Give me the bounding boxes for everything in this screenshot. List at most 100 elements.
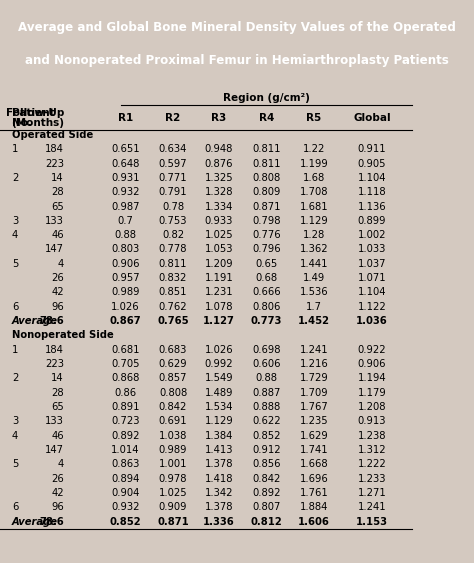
Text: 0.933: 0.933 [205,216,233,226]
Text: 1: 1 [12,144,18,154]
Text: 1.49: 1.49 [303,273,325,283]
Text: 0.622: 0.622 [252,416,281,426]
Text: 0.705: 0.705 [111,359,140,369]
Text: 1.053: 1.053 [205,244,233,254]
Text: 1.741: 1.741 [300,445,328,455]
Text: 0.698: 0.698 [252,345,281,355]
Text: 0.899: 0.899 [358,216,386,226]
Text: 1.362: 1.362 [300,244,328,254]
Text: 0.948: 0.948 [205,144,233,154]
Text: 28: 28 [51,187,64,197]
Text: 1.629: 1.629 [300,431,328,441]
Text: 4: 4 [12,431,18,441]
Text: 0.912: 0.912 [252,445,281,455]
Text: 1.378: 1.378 [205,502,233,512]
Text: 1.534: 1.534 [205,402,233,412]
Text: 1.127: 1.127 [203,316,235,326]
Text: 0.887: 0.887 [252,388,281,397]
Text: 1.413: 1.413 [205,445,233,455]
Text: 65: 65 [51,402,64,412]
Text: Average: Average [12,316,58,326]
Text: 0.811: 0.811 [252,159,281,168]
Text: 1.452: 1.452 [298,316,330,326]
Text: 1.68: 1.68 [303,173,325,183]
Text: 1.241: 1.241 [300,345,328,355]
Text: 1.884: 1.884 [300,502,328,512]
Text: 0.842: 0.842 [252,473,281,484]
Text: 0.978: 0.978 [159,473,187,484]
Text: 1.441: 1.441 [300,259,328,269]
Text: 1.025: 1.025 [159,488,187,498]
Text: 1.071: 1.071 [358,273,386,283]
Text: 1.038: 1.038 [159,431,187,441]
Text: 0.992: 0.992 [205,359,233,369]
Text: 1.179: 1.179 [358,388,386,397]
Text: 1.199: 1.199 [300,159,328,168]
Text: 28: 28 [51,388,64,397]
Text: 4: 4 [58,259,64,269]
Text: 0.806: 0.806 [252,302,281,312]
Text: 1.216: 1.216 [300,359,328,369]
Text: 1.222: 1.222 [358,459,386,469]
Text: 0.803: 0.803 [111,244,140,254]
Text: 1.122: 1.122 [358,302,386,312]
Text: 0.65: 0.65 [255,259,277,269]
Text: 0.852: 0.852 [110,516,141,526]
Text: 0.851: 0.851 [159,288,187,297]
Text: 0.876: 0.876 [205,159,233,168]
Text: 1.235: 1.235 [300,416,328,426]
Text: 0.871: 0.871 [157,516,189,526]
Text: 1.378: 1.378 [205,459,233,469]
Text: 6: 6 [12,502,18,512]
Text: 1.418: 1.418 [205,473,233,484]
Text: 1.709: 1.709 [300,388,328,397]
Text: 0.857: 0.857 [159,373,187,383]
Text: 1.002: 1.002 [358,230,386,240]
Text: 147: 147 [45,445,64,455]
Text: 1.761: 1.761 [300,488,328,498]
Text: 1.153: 1.153 [356,516,388,526]
Text: 0.683: 0.683 [159,345,187,355]
Text: No.: No. [12,118,32,128]
Text: 1.606: 1.606 [298,516,330,526]
Text: Global: Global [353,113,391,123]
Text: 0.811: 0.811 [159,259,187,269]
Text: 184: 184 [45,144,64,154]
Text: 1.536: 1.536 [300,288,328,297]
Text: 14: 14 [51,373,64,383]
Text: 26: 26 [51,273,64,283]
Text: Average: Average [12,516,58,526]
Text: 1.22: 1.22 [302,144,325,154]
Text: 14: 14 [51,173,64,183]
Text: 0.666: 0.666 [252,288,281,297]
Text: 46: 46 [51,431,64,441]
Text: 1.025: 1.025 [205,230,233,240]
Text: 0.651: 0.651 [111,144,140,154]
Text: R3: R3 [211,113,227,123]
Text: 1.104: 1.104 [358,173,386,183]
Text: 1.238: 1.238 [358,431,386,441]
Text: 0.597: 0.597 [159,159,187,168]
Text: 78.6: 78.6 [39,316,64,326]
Text: 0.648: 0.648 [111,159,140,168]
Text: 1.078: 1.078 [205,302,233,312]
Text: 1: 1 [12,345,18,355]
Text: 1.696: 1.696 [300,473,328,484]
Text: 0.852: 0.852 [252,431,281,441]
Text: 0.871: 0.871 [252,202,281,212]
Text: 1.312: 1.312 [358,445,386,455]
Text: 42: 42 [51,288,64,297]
Text: 0.842: 0.842 [159,402,187,412]
Text: 1.328: 1.328 [205,187,233,197]
Text: 0.905: 0.905 [358,159,386,168]
Text: 0.894: 0.894 [111,473,140,484]
Text: 0.812: 0.812 [251,516,282,526]
Text: 2: 2 [12,173,18,183]
Text: 0.911: 0.911 [358,144,386,154]
Text: 1.668: 1.668 [300,459,328,469]
Text: 1.233: 1.233 [358,473,386,484]
Text: 0.906: 0.906 [358,359,386,369]
Text: 0.778: 0.778 [159,244,187,254]
Text: 0.856: 0.856 [252,459,281,469]
Text: 0.82: 0.82 [162,230,184,240]
